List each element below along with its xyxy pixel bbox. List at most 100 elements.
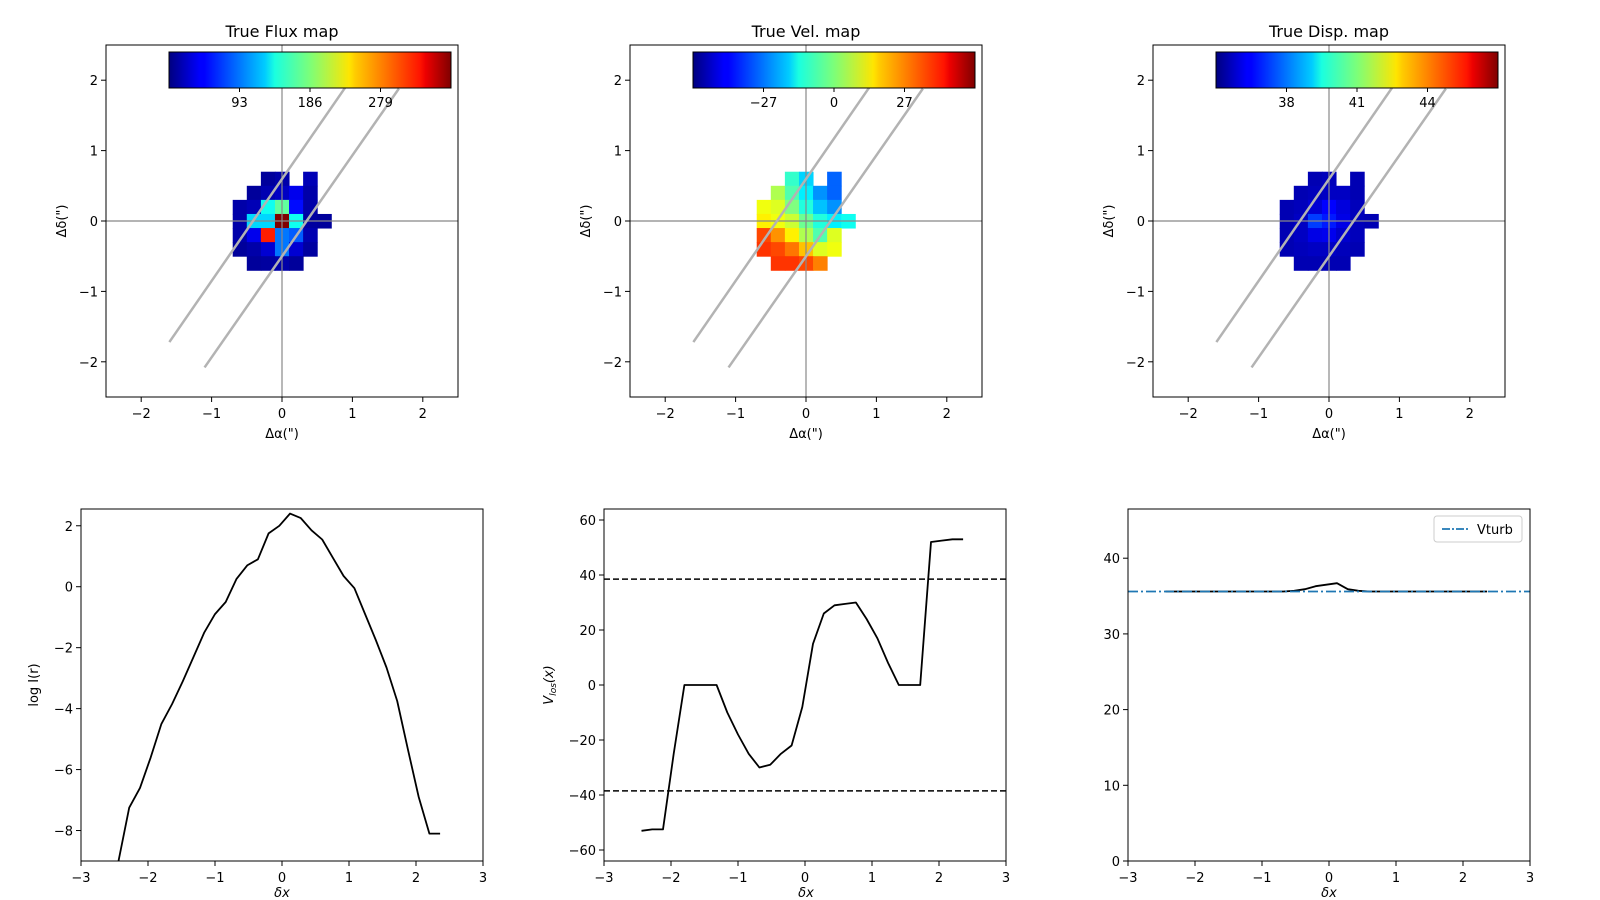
dispersion-map-pixel [1293,185,1309,201]
dispersion-map-xtick-label: 2 [1466,407,1474,422]
intensity-profile-ytick-label: 2 [65,520,73,535]
intensity-profile-ytick-label: −8 [54,825,73,840]
dispersion-map-pixel [1279,242,1295,257]
flux-map-pixel [246,228,262,243]
flux-map-pixel [303,228,318,243]
dispersion-map-pixel [1307,242,1323,257]
velocity-map-pixel [784,242,800,257]
panel-dispersion-map: True Disp. map Δα(") Δδ(") [1102,22,1389,442]
velocity-map-pixel [784,228,800,243]
intensity-profile-xtick-label: −2 [138,871,157,886]
dispersion-map-pixel [1307,228,1323,243]
velocity-profile-ytick-label: −40 [569,789,596,804]
intensity-profile-ytick-label: −6 [54,764,73,779]
dispersion-profile-xlabel: δx [1321,886,1337,900]
flux-map-pixel [260,171,276,187]
velocity-map-colorbar-tick-label: 0 [830,96,838,111]
dispersion-map-pixel [1307,171,1323,187]
velocity-profile-xlabel: δx [798,886,814,900]
panel-intensity-profile: δx log I(r) [27,663,290,900]
velocity-map-pixel [770,228,786,243]
flux-map-pixel [289,256,304,271]
flux-map-pixel [232,199,248,215]
flux-map-pixel [246,199,262,215]
velocity-profile-ytick-label: −60 [569,844,596,859]
intensity-profile-xtick-label: 2 [412,871,420,886]
flux-map-pixel [260,185,276,201]
flux-map-ylabel: Δδ(") [55,205,70,238]
velocity-profile-xtick-label: 2 [935,871,943,886]
flux-map-pixel [246,185,262,201]
panel-velocity-map: True Vel. map Δα(") Δδ(") [579,22,860,442]
velocity-map-pixel [813,199,828,215]
dispersion-map-xtick-label: 0 [1325,407,1333,422]
dispersion-profile-plot-area [1128,582,1530,593]
velocity-map-pixel [756,228,772,243]
velocity-map-pixel [784,256,800,271]
flux-map-title: True Flux map [225,22,339,41]
dispersion-map-ylabel: Δδ(") [1102,205,1117,238]
dispersion-map-ytick-label: −2 [1126,356,1145,371]
velocity-map-slit-line [692,79,876,343]
dispersion-profile-xtick-label: 0 [1325,871,1333,886]
velocity-profile-ytick-label: 40 [579,569,596,584]
velocity-profile-xtick-label: −1 [728,871,747,886]
dispersion-profile-xtick-label: 1 [1392,871,1400,886]
flux-map-pixel [303,242,318,257]
velocity-profile-ytick-label: −20 [569,734,596,749]
dispersion-map-pixel [1293,256,1309,271]
velocity-map-pixel [827,185,842,201]
dispersion-profile-legend-label: Vturb [1477,523,1513,538]
velocity-map-ytick-label: −2 [603,356,622,371]
velocity-map-pixel [813,185,828,201]
dispersion-map-pixel [1293,228,1309,243]
flux-map-pixel [260,242,276,257]
flux-map-plot-area [106,45,458,397]
intensity-profile-series-line [117,512,441,861]
velocity-map-xtick-label: −2 [656,407,675,422]
flux-map-ytick-label: 0 [90,215,98,230]
flux-map-pixel [289,199,304,215]
flux-map-xtick-label: 0 [278,407,286,422]
dispersion-map-xtick-label: −1 [1249,407,1268,422]
velocity-map-pixel [827,171,842,187]
intensity-profile-xtick-label: 0 [278,871,286,886]
dispersion-map-title: True Disp. map [1268,22,1389,41]
velocity-map-pixel [770,256,786,271]
velocity-profile-xtick-label: 1 [868,871,876,886]
dispersion-profile-legend [1433,515,1523,543]
dispersion-map-pixel [1336,242,1351,257]
flux-map-slit-line [168,79,352,343]
velocity-profile-xtick-label: 0 [801,871,809,886]
flux-map-pixel [289,242,304,257]
velocity-map-ylabel: Δδ(") [579,205,594,238]
flux-map-ytick-label: 2 [90,74,98,89]
velocity-map-pixel [770,242,786,257]
dispersion-profile-xtick-label: −2 [1185,871,1204,886]
velocity-map-colorbar-tick-label: 27 [896,96,913,111]
dispersion-profile-ytick-label: 10 [1103,779,1120,794]
dispersion-map-pixel [1350,185,1365,201]
velocity-map-pixel [784,185,800,201]
dispersion-profile-ytick-label: 0 [1112,855,1120,870]
velocity-profile-ytick-label: 20 [579,624,596,639]
dispersion-map-pixel [1293,242,1309,257]
velocity-map-xtick-label: 1 [872,407,880,422]
dispersion-map-pixel [1350,242,1365,257]
intensity-profile-xtick-label: −1 [205,871,224,886]
dispersion-map-pixel [1350,228,1365,243]
velocity-map-pixel [770,199,786,215]
velocity-profile-ytick-label: 60 [579,514,596,529]
velocity-profile-xtick-label: −2 [661,871,680,886]
velocity-map-plot-area [630,45,982,397]
velocity-map-ytick-label: 0 [614,215,622,230]
intensity-profile-ytick-label: 0 [65,581,73,596]
velocity-profile-ylabel: Vlos(x) [542,665,559,704]
flux-map-xtick-label: 2 [419,407,427,422]
dispersion-map-pixel [1307,185,1323,201]
dispersion-profile-series-line [1165,582,1488,593]
dispersion-profile-xtick-label: −3 [1118,871,1137,886]
velocity-map-colorbar [692,51,976,89]
flux-map-pixel [303,171,318,187]
